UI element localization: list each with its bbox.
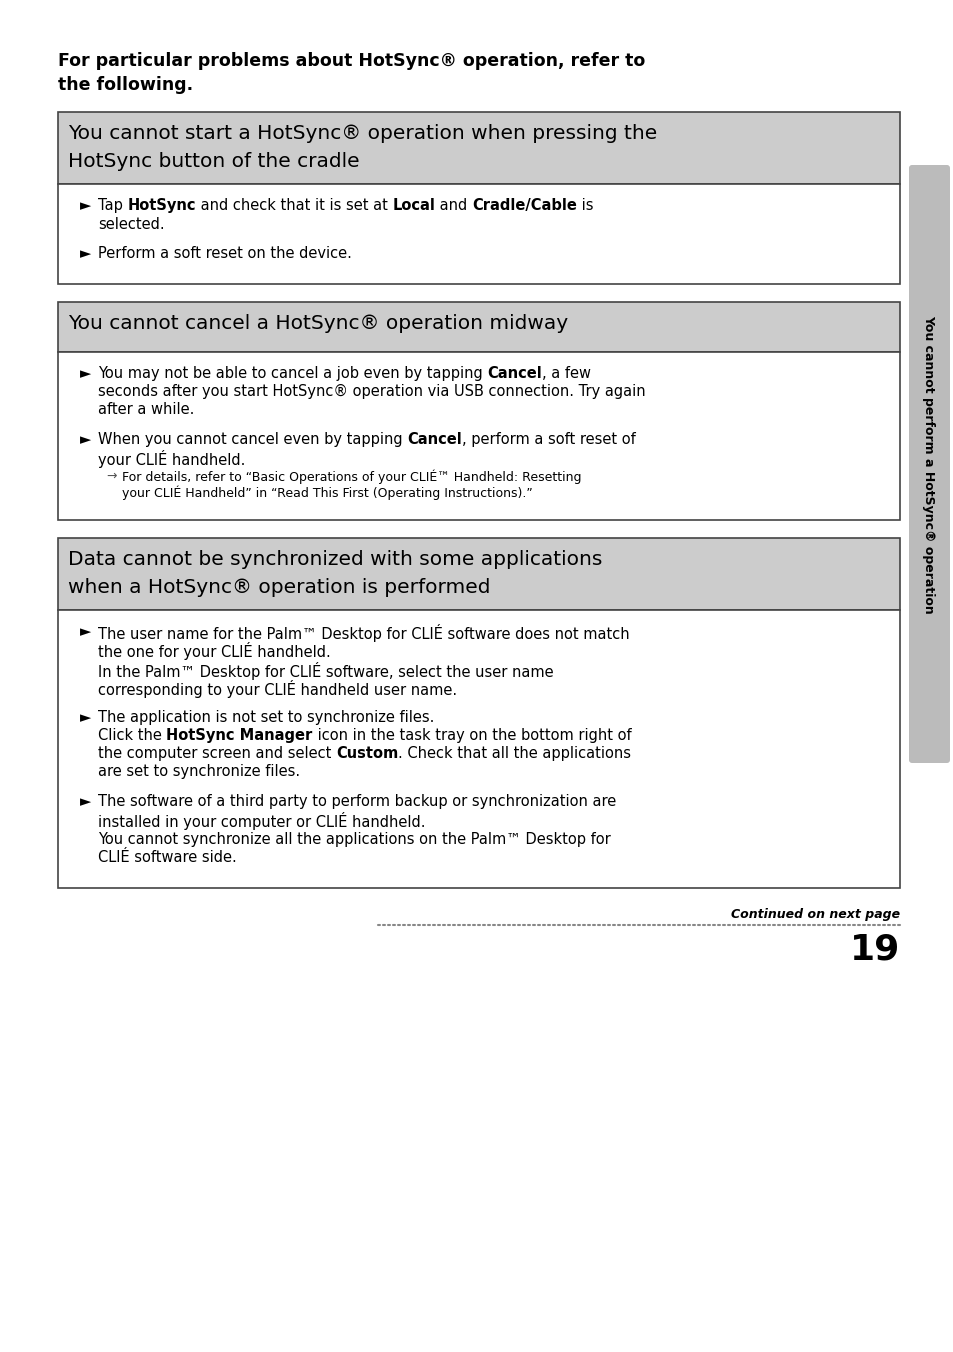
Text: You may not be able to cancel a job even by tapping: You may not be able to cancel a job even…	[98, 366, 487, 381]
Text: are set to synchronize files.: are set to synchronize files.	[98, 764, 300, 779]
Text: In the Palm™ Desktop for CLIÉ software, select the user name: In the Palm™ Desktop for CLIÉ software, …	[98, 662, 553, 680]
Text: . Check that all the applications: . Check that all the applications	[397, 746, 631, 761]
FancyBboxPatch shape	[58, 112, 899, 184]
Text: , perform a soft reset of: , perform a soft reset of	[461, 433, 635, 448]
Text: Perform a soft reset on the device.: Perform a soft reset on the device.	[98, 246, 352, 261]
Text: HotSync button of the cradle: HotSync button of the cradle	[68, 151, 359, 170]
Text: corresponding to your CLIÉ handheld user name.: corresponding to your CLIÉ handheld user…	[98, 680, 456, 698]
Text: ►: ►	[80, 433, 91, 448]
Text: Click the: Click the	[98, 727, 167, 744]
Text: →: →	[106, 470, 116, 483]
Text: ►: ►	[80, 197, 91, 214]
FancyBboxPatch shape	[58, 301, 899, 352]
Text: HotSync: HotSync	[128, 197, 195, 214]
Text: When you cannot cancel even by tapping: When you cannot cancel even by tapping	[98, 433, 407, 448]
FancyBboxPatch shape	[58, 538, 899, 610]
FancyBboxPatch shape	[58, 610, 899, 888]
Text: installed in your computer or CLIÉ handheld.: installed in your computer or CLIÉ handh…	[98, 813, 425, 830]
Text: the following.: the following.	[58, 76, 193, 95]
Text: is: is	[577, 197, 593, 214]
Text: ►: ►	[80, 625, 91, 639]
Text: Cradle/Cable: Cradle/Cable	[472, 197, 577, 214]
Text: For particular problems about HotSync® operation, refer to: For particular problems about HotSync® o…	[58, 51, 644, 70]
Text: Custom: Custom	[335, 746, 397, 761]
Text: The software of a third party to perform backup or synchronization are: The software of a third party to perform…	[98, 794, 616, 808]
FancyBboxPatch shape	[58, 352, 899, 521]
Text: ►: ►	[80, 710, 91, 725]
Text: You cannot perform a HotSync® operation: You cannot perform a HotSync® operation	[922, 315, 935, 614]
Text: and check that it is set at: and check that it is set at	[195, 197, 392, 214]
Text: Cancel: Cancel	[487, 366, 541, 381]
Text: You cannot synchronize all the applications on the Palm™ Desktop for: You cannot synchronize all the applicati…	[98, 831, 610, 846]
Text: 19: 19	[849, 933, 899, 967]
Text: your CLIÉ Handheld” in “Read This First (Operating Instructions).”: your CLIÉ Handheld” in “Read This First …	[122, 485, 532, 500]
Text: HotSync Manager: HotSync Manager	[167, 727, 313, 744]
FancyBboxPatch shape	[58, 184, 899, 284]
Text: Local: Local	[392, 197, 435, 214]
Text: The user name for the Palm™ Desktop for CLIÉ software does not match: The user name for the Palm™ Desktop for …	[98, 625, 629, 642]
Text: when a HotSync® operation is performed: when a HotSync® operation is performed	[68, 579, 490, 598]
Text: ►: ►	[80, 366, 91, 381]
Text: icon in the task tray on the bottom right of: icon in the task tray on the bottom righ…	[313, 727, 631, 744]
Text: and: and	[435, 197, 472, 214]
Text: Cancel: Cancel	[407, 433, 461, 448]
Text: seconds after you start HotSync® operation via USB connection. Try again: seconds after you start HotSync® operati…	[98, 384, 645, 399]
Text: ►: ►	[80, 794, 91, 808]
Text: Tap: Tap	[98, 197, 128, 214]
Text: after a while.: after a while.	[98, 402, 194, 416]
Text: The application is not set to synchronize files.: The application is not set to synchroniz…	[98, 710, 434, 725]
Text: Continued on next page: Continued on next page	[730, 909, 899, 921]
Text: You cannot start a HotSync® operation when pressing the: You cannot start a HotSync® operation wh…	[68, 124, 657, 143]
Text: CLIÉ software side.: CLIÉ software side.	[98, 850, 236, 865]
Text: your CLIÉ handheld.: your CLIÉ handheld.	[98, 450, 245, 468]
Text: ►: ►	[80, 246, 91, 261]
Text: selected.: selected.	[98, 218, 165, 233]
Text: For details, refer to “Basic Operations of your CLIÉ™ Handheld: Resetting: For details, refer to “Basic Operations …	[122, 470, 581, 484]
Text: the computer screen and select: the computer screen and select	[98, 746, 335, 761]
FancyBboxPatch shape	[908, 165, 949, 763]
Text: the one for your CLIÉ handheld.: the one for your CLIÉ handheld.	[98, 642, 331, 660]
Text: Data cannot be synchronized with some applications: Data cannot be synchronized with some ap…	[68, 550, 601, 569]
Text: , a few: , a few	[541, 366, 591, 381]
Text: You cannot cancel a HotSync® operation midway: You cannot cancel a HotSync® operation m…	[68, 314, 568, 333]
